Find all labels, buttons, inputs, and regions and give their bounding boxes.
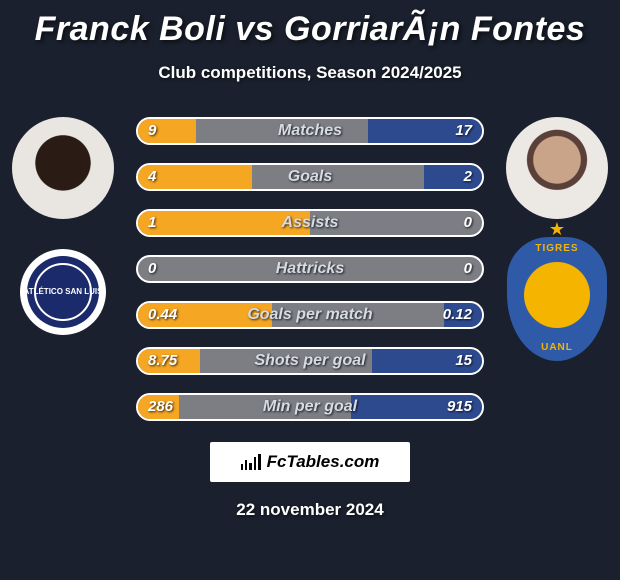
chart-icon-bar <box>249 463 251 470</box>
stat-label: Goals per match <box>138 303 482 327</box>
stat-value-right: 0.12 <box>443 303 472 327</box>
stat-value-right: 15 <box>455 349 472 373</box>
stat-row: 0.44Goals per match0.12 <box>136 301 484 329</box>
player2-name: GorriarÃ¡n Fontes <box>284 10 585 48</box>
stat-value-right: 2 <box>464 165 472 189</box>
stat-label: Matches <box>138 119 482 143</box>
stat-row: 1Assists0 <box>136 209 484 237</box>
stat-row: 8.75Shots per goal15 <box>136 347 484 375</box>
page-title: Franck Boli vs GorriarÃ¡n Fontes <box>0 0 620 49</box>
stat-row: 4Goals2 <box>136 163 484 191</box>
stat-value-right: 0 <box>464 257 472 281</box>
player1-club-text: ATLÉTICO SAN LUIS <box>20 249 106 335</box>
stat-value-right: 0 <box>464 211 472 235</box>
chart-icon-bar <box>254 457 256 470</box>
stat-row: 9Matches17 <box>136 117 484 145</box>
stat-label: Hattricks <box>138 257 482 281</box>
chart-icon <box>241 454 261 470</box>
player2-club-bottom: UANL <box>507 342 607 353</box>
right-column: TIGRES UANL <box>502 117 612 361</box>
chart-icon-bar <box>241 464 243 470</box>
stat-label: Min per goal <box>138 395 482 419</box>
date: 22 november 2024 <box>0 500 620 520</box>
comparison-card: Franck Boli vs GorriarÃ¡n Fontes Club co… <box>0 0 620 580</box>
stat-label: Goals <box>138 165 482 189</box>
stat-value-right: 17 <box>455 119 472 143</box>
player1-name: Franck Boli <box>35 10 226 48</box>
chart-icon-bar <box>258 454 260 470</box>
stats-container: 9Matches174Goals21Assists00Hattricks00.4… <box>136 117 484 439</box>
stat-value-right: 915 <box>447 395 472 419</box>
content-area: ATLÉTICO SAN LUIS TIGRES UANL 9Matches17… <box>0 117 620 437</box>
stat-row: 286Min per goal915 <box>136 393 484 421</box>
player1-club-badge: ATLÉTICO SAN LUIS <box>20 249 106 335</box>
footer-logo: FcTables.com <box>210 442 410 482</box>
subtitle: Club competitions, Season 2024/2025 <box>0 63 620 83</box>
player1-photo <box>12 117 114 219</box>
player2-club-badge: TIGRES UANL <box>507 237 607 361</box>
player2-club-top: TIGRES <box>507 243 607 254</box>
badge-face <box>517 259 597 339</box>
player2-photo <box>506 117 608 219</box>
vs-separator: vs <box>225 10 284 48</box>
stat-row: 0Hattricks0 <box>136 255 484 283</box>
stat-label: Shots per goal <box>138 349 482 373</box>
stat-label: Assists <box>138 211 482 235</box>
footer-site: FcTables.com <box>267 452 380 472</box>
left-column: ATLÉTICO SAN LUIS <box>8 117 118 335</box>
chart-icon-bar <box>245 460 247 470</box>
